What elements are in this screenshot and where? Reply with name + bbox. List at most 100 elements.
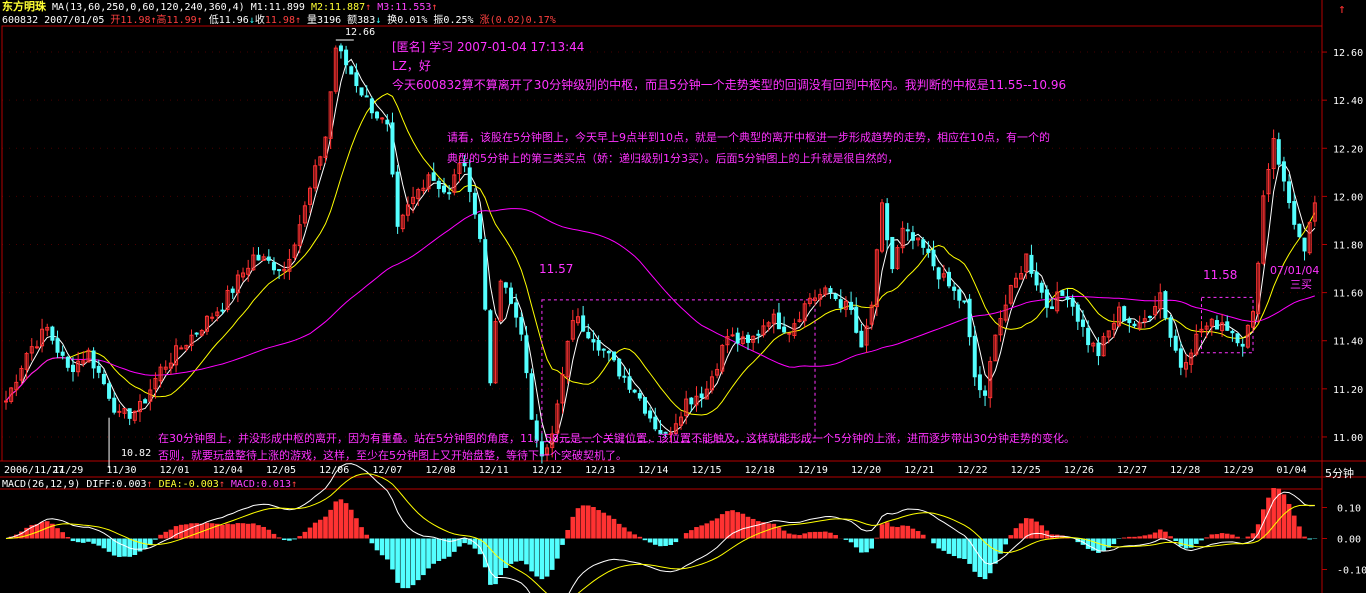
box-label-11-57: 11.57	[539, 262, 574, 276]
price-tick-label: 12.00	[1333, 192, 1363, 203]
candle-body	[967, 298, 972, 338]
candle-body	[426, 174, 431, 190]
candle-body	[1240, 343, 1245, 347]
candle-body	[354, 72, 359, 87]
candle-body	[1122, 306, 1127, 322]
candle-body	[916, 237, 921, 241]
candle-body	[34, 346, 39, 349]
candle-body	[1106, 330, 1111, 338]
annotation-question-author: [匿名] 学习 2007-01-04 17:13:44	[392, 40, 585, 54]
candle-body	[1127, 318, 1132, 324]
candle-body	[266, 256, 271, 261]
period-label[interactable]: 5分钟	[1325, 467, 1354, 480]
candle-body	[4, 400, 8, 403]
candle-body	[91, 350, 96, 369]
time-label: 12/19	[798, 465, 828, 476]
time-label: 12/15	[691, 465, 721, 476]
candle-body	[1209, 318, 1214, 327]
candle-body	[24, 353, 29, 370]
candle-body	[627, 376, 632, 390]
candle-body	[9, 387, 14, 402]
candle-body	[601, 348, 606, 351]
candle-body	[302, 205, 307, 224]
macd-header: MACD(26,12,9) DIFF:0.003↑ DEA:-0.003↑ MA…	[2, 479, 298, 490]
candle-body	[472, 192, 477, 215]
candle-body	[143, 399, 148, 404]
candle-body	[1096, 342, 1101, 357]
stock-name[interactable]: 东方明珠	[2, 0, 46, 13]
time-label: 12/07	[372, 465, 402, 476]
macd-diff-line	[5, 463, 1315, 593]
up-arrow-icon[interactable]: ↑	[1338, 2, 1346, 17]
annotation-conclusion-line-2: 否则，就要玩盘整待上涨的游戏，这样，至少在5分钟图上又开始盘整，等待下一个突破契…	[158, 449, 627, 462]
candle-body	[467, 167, 472, 192]
candle-body	[972, 335, 977, 378]
box-label-11-58: 11.58	[1203, 268, 1238, 282]
candle-body	[720, 344, 725, 372]
candle-body	[40, 328, 45, 347]
candle-body	[112, 397, 117, 413]
chart-header-ma: 东方明珠 MA(13,60,250,0,60,120,240,360,4) M1…	[2, 0, 438, 14]
candle-body	[148, 389, 153, 402]
candle-body	[550, 433, 555, 449]
candle-body	[215, 311, 220, 317]
macd-dea-line	[5, 473, 1315, 593]
candle-body	[271, 262, 276, 271]
candle-body	[539, 441, 544, 457]
annotation-question: [匿名] 学习 2007-01-04 17:13:44 LZ，好 今天60083…	[392, 38, 1066, 95]
candle-body	[802, 303, 807, 322]
candle-body	[462, 161, 467, 167]
candle-body	[65, 356, 70, 368]
candle-body	[436, 180, 441, 189]
candle-body	[673, 423, 678, 435]
candle-body	[1091, 342, 1096, 347]
candle-body	[1276, 139, 1281, 165]
high-label: 高	[156, 15, 167, 26]
time-label: 12/20	[851, 465, 881, 476]
candle-body	[19, 367, 24, 381]
amplitude-value: 振0.25%	[433, 15, 474, 26]
macd-tick-label: 0.00	[1337, 535, 1361, 546]
candle-body	[756, 333, 761, 336]
candle-body	[782, 326, 787, 333]
candle-body	[1070, 297, 1075, 307]
candle-body	[983, 390, 988, 396]
ma-short-line	[5, 58, 1316, 446]
candle-body	[962, 300, 967, 303]
candle-body	[132, 410, 137, 421]
candle-body	[122, 408, 127, 414]
candle-body	[813, 297, 818, 301]
candle-body	[1220, 322, 1225, 332]
candle-body	[1158, 292, 1163, 310]
time-label: 12/29	[1223, 465, 1253, 476]
price-tick-label: 11.00	[1333, 433, 1363, 444]
candle-body	[137, 401, 142, 413]
candle-body	[45, 326, 50, 331]
price-tick-label: 12.60	[1333, 48, 1363, 59]
time-label: 01/04	[1277, 465, 1307, 476]
candle-body	[612, 351, 617, 361]
candle-body	[622, 375, 627, 378]
candle-body	[668, 432, 673, 436]
candle-body	[14, 381, 19, 391]
candle-body	[153, 377, 158, 390]
volume-value: 量3196	[307, 15, 342, 26]
candle-body	[787, 332, 792, 335]
candle-body	[993, 334, 998, 362]
price-tick-label: 11.20	[1333, 385, 1363, 396]
candle-body	[1163, 291, 1168, 319]
candle-body	[256, 254, 261, 261]
candle-body	[349, 66, 354, 75]
candle-body	[581, 315, 586, 332]
candle-body	[823, 287, 828, 295]
candle-body	[493, 321, 498, 384]
candle-body	[1153, 305, 1158, 316]
time-label: 12/28	[1170, 465, 1200, 476]
close-value: 11.98	[264, 15, 295, 26]
candle-body	[715, 368, 720, 376]
candle-body	[235, 274, 240, 294]
time-label: 12/21	[904, 465, 934, 476]
candle-body	[730, 334, 735, 337]
candle-body	[642, 397, 647, 414]
